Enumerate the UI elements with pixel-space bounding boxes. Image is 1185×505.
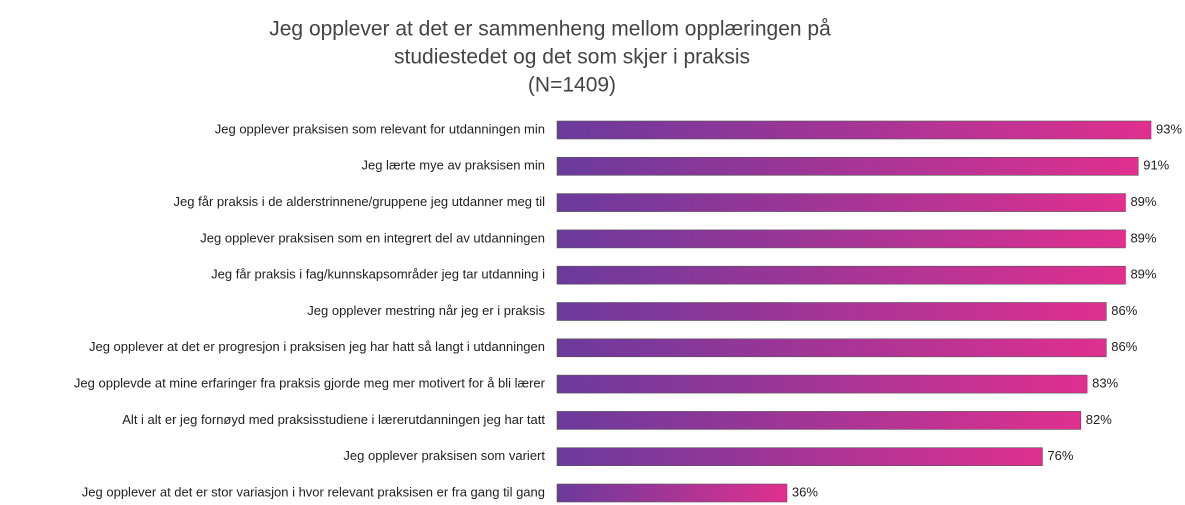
value-label: 89% [1130,267,1156,282]
category-label: Jeg opplever at det er stor variasjon i … [82,484,545,499]
chart-title: (N=1409) [528,74,616,97]
category-label: Jeg opplevde at mine erfaringer fra prak… [74,376,546,391]
value-label: 76% [1047,448,1073,463]
chart-title: studiestedet og det som skjer i praksis [394,46,750,69]
category-label: Jeg lærte mye av praksisen min [361,158,545,173]
value-label: 86% [1111,303,1137,318]
category-label: Jeg opplever mestring når jeg er i praks… [307,303,545,318]
value-label: 36% [792,484,818,499]
bar [556,229,1126,249]
bar [556,338,1107,358]
value-label: 93% [1156,121,1182,136]
bar [556,265,1126,285]
category-label: Alt i alt er jeg fornøyd med praksisstud… [122,412,545,427]
bar [556,374,1088,394]
category-label: Jeg får praksis i de alderstrinnene/grup… [174,194,546,209]
bar [556,483,788,503]
bar [556,157,1139,176]
chart-title: Jeg opplever at det er sammenheng mellom… [269,18,831,41]
value-label: 91% [1143,158,1169,173]
value-label: 82% [1086,412,1112,427]
bar [556,411,1082,430]
value-label: 89% [1130,230,1156,245]
category-label: Jeg opplever praksisen som variert [343,448,545,463]
category-label: Jeg får praksis i fag/kunnskapsområder j… [211,267,545,282]
category-label: Jeg opplever praksisen som relevant for … [215,121,545,136]
bar [556,302,1107,321]
value-label: 86% [1111,339,1137,354]
value-label: 89% [1130,194,1156,209]
category-label: Jeg opplever at det er progresjon i prak… [89,339,545,354]
bar [556,447,1043,467]
category-label: Jeg opplever praksisen som en integrert … [200,230,545,245]
bar [556,193,1126,212]
bar [556,120,1152,140]
value-label: 83% [1092,376,1118,391]
